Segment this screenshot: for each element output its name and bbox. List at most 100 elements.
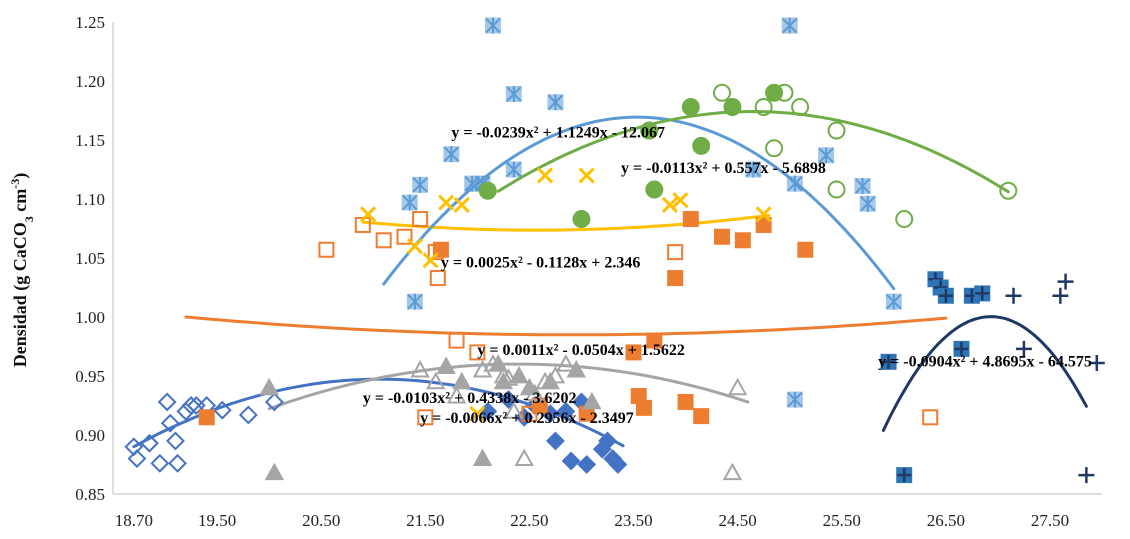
series-4-point-x bbox=[755, 206, 772, 223]
series-5-point-star bbox=[745, 161, 761, 178]
series-3-point-filled bbox=[493, 371, 514, 390]
trendline-7 bbox=[881, 315, 1088, 432]
series-2-point-open bbox=[417, 409, 434, 426]
series-6-point-filled bbox=[645, 180, 664, 199]
series-5-point-star bbox=[787, 391, 803, 408]
series-5-point-star bbox=[818, 147, 834, 164]
series-2-point-filled bbox=[432, 241, 449, 258]
x-tick-label: 22.50 bbox=[510, 511, 548, 530]
series-3-point-filled bbox=[472, 448, 493, 466]
series-4-point-x bbox=[536, 167, 554, 184]
trendline-4 bbox=[361, 213, 771, 232]
series-2-point-filled bbox=[646, 332, 663, 349]
series-4-point-x bbox=[453, 196, 470, 213]
series-5-point-star bbox=[506, 85, 522, 102]
series-2-point-open bbox=[396, 228, 413, 245]
series-4-point-x bbox=[672, 192, 689, 209]
series-7-point-square-plus bbox=[975, 286, 990, 301]
series-3-point-open bbox=[426, 371, 446, 390]
series-2-point-filled bbox=[693, 408, 710, 425]
series-6-point-filled bbox=[765, 83, 784, 102]
series-6-point-filled bbox=[681, 97, 700, 116]
trendline-equation-1: y = -0.0103x² + 0.4338x - 3.6202 bbox=[363, 390, 577, 407]
series-1-point-open bbox=[238, 405, 258, 425]
series-2-point-filled bbox=[667, 270, 684, 287]
series-3-point-filled bbox=[452, 371, 472, 390]
series-2-point-filled bbox=[734, 232, 751, 249]
series-1-point-filled bbox=[556, 401, 576, 421]
series-6-point-filled bbox=[640, 121, 659, 140]
series-2-point-filled bbox=[677, 393, 694, 410]
series-2-point-open bbox=[448, 332, 465, 349]
series-1-point-open bbox=[150, 453, 170, 473]
series-7-point-square-plus bbox=[954, 341, 969, 356]
trendline-equation-6: y = -0.0113x² + 0.557x - 5.6898 bbox=[621, 160, 826, 177]
x-tick-label: 24.50 bbox=[719, 511, 757, 530]
series-3-point-open bbox=[722, 462, 743, 481]
series-1-point-filled bbox=[608, 455, 628, 474]
x-tick-label: 26.50 bbox=[927, 511, 965, 530]
series-1-point-open bbox=[127, 449, 147, 469]
series-5-point-star bbox=[401, 194, 418, 211]
y-title-sup: -3 bbox=[8, 179, 22, 189]
series-6-point-open bbox=[765, 139, 784, 158]
series-4-point-x bbox=[438, 194, 455, 211]
series-2-point-filled bbox=[630, 388, 647, 405]
series-3-point-filled bbox=[264, 462, 285, 481]
series-1-point-filled bbox=[546, 431, 565, 451]
series-3-point-open bbox=[514, 448, 534, 466]
y-axis-title: Densidad (g CaCO3 cm-3) bbox=[8, 173, 36, 368]
series-1-point-filled bbox=[598, 431, 617, 451]
y-tick-label: 0.90 bbox=[75, 426, 105, 445]
series-3-point-open bbox=[504, 401, 524, 419]
series-3-point-filled bbox=[582, 391, 602, 410]
series-1-point-open bbox=[157, 392, 177, 412]
series-6-point-open bbox=[713, 83, 732, 102]
x-tick-label: 25.50 bbox=[823, 511, 861, 530]
series-7-point-plus bbox=[1005, 287, 1022, 304]
series-3-point-filled bbox=[436, 356, 456, 374]
series-6-point-filled bbox=[478, 181, 497, 200]
series-2-point-filled bbox=[682, 211, 699, 228]
x-tick-label: 23.50 bbox=[614, 511, 652, 530]
series-3-point-open bbox=[556, 354, 576, 372]
series-4-point-x bbox=[578, 167, 595, 184]
series-2-point-open bbox=[922, 409, 939, 426]
trendline-2 bbox=[184, 315, 948, 337]
trendline-equation-5: y = -0.0239x² + 1.1249x - 12.067 bbox=[451, 125, 665, 142]
series-6-point-filled bbox=[723, 97, 742, 116]
series-3-point-open bbox=[727, 377, 748, 396]
series-2-point-open bbox=[469, 344, 486, 361]
series-6-point-open bbox=[754, 97, 773, 116]
series-6-point-open bbox=[827, 180, 846, 199]
trendline-equation-2: y = 0.0011x² - 0.0504x + 1.5622 bbox=[477, 342, 684, 359]
series-2-point-filled bbox=[625, 344, 642, 361]
trendline-equations: y = -0.0103x² + 0.4338x - 3.6202 y = 0.00… bbox=[363, 125, 1092, 428]
series-2-point-open bbox=[429, 270, 446, 287]
y-tick-label: 0.85 bbox=[75, 485, 105, 504]
series-5-point-star bbox=[787, 175, 803, 192]
y-title-end: ) bbox=[10, 173, 31, 179]
series-1-point-open bbox=[212, 400, 232, 420]
series-1-point-open bbox=[166, 431, 185, 451]
series-5-point-star bbox=[886, 293, 902, 310]
series-5-point-star bbox=[781, 17, 798, 34]
series-1-point-open bbox=[168, 453, 187, 473]
series-7-point-plus bbox=[1057, 273, 1074, 290]
series-6-point-filled bbox=[692, 136, 711, 155]
data-points bbox=[124, 17, 1105, 484]
y-title-main: Densidad (g CaCO bbox=[10, 222, 31, 367]
series-3-point-filled bbox=[259, 377, 279, 396]
series-3-point-open bbox=[446, 386, 467, 404]
trendline-equation-7: y = -0.0904x² + 4.8695x - 64.575 bbox=[878, 354, 1092, 371]
x-tick-label: 19.50 bbox=[198, 511, 236, 530]
y-tick-label: 1.00 bbox=[75, 308, 105, 327]
series-1-point-open bbox=[140, 433, 159, 453]
x-tick-label: 27.50 bbox=[1031, 511, 1069, 530]
x-tick-label: 18.70 bbox=[115, 511, 153, 530]
series-7-point-square-plus bbox=[938, 288, 953, 303]
series-6-point-open bbox=[999, 181, 1018, 200]
series-6-point-open bbox=[895, 210, 914, 229]
series-1-point-open bbox=[181, 396, 201, 415]
series-5-point-star bbox=[860, 195, 876, 212]
